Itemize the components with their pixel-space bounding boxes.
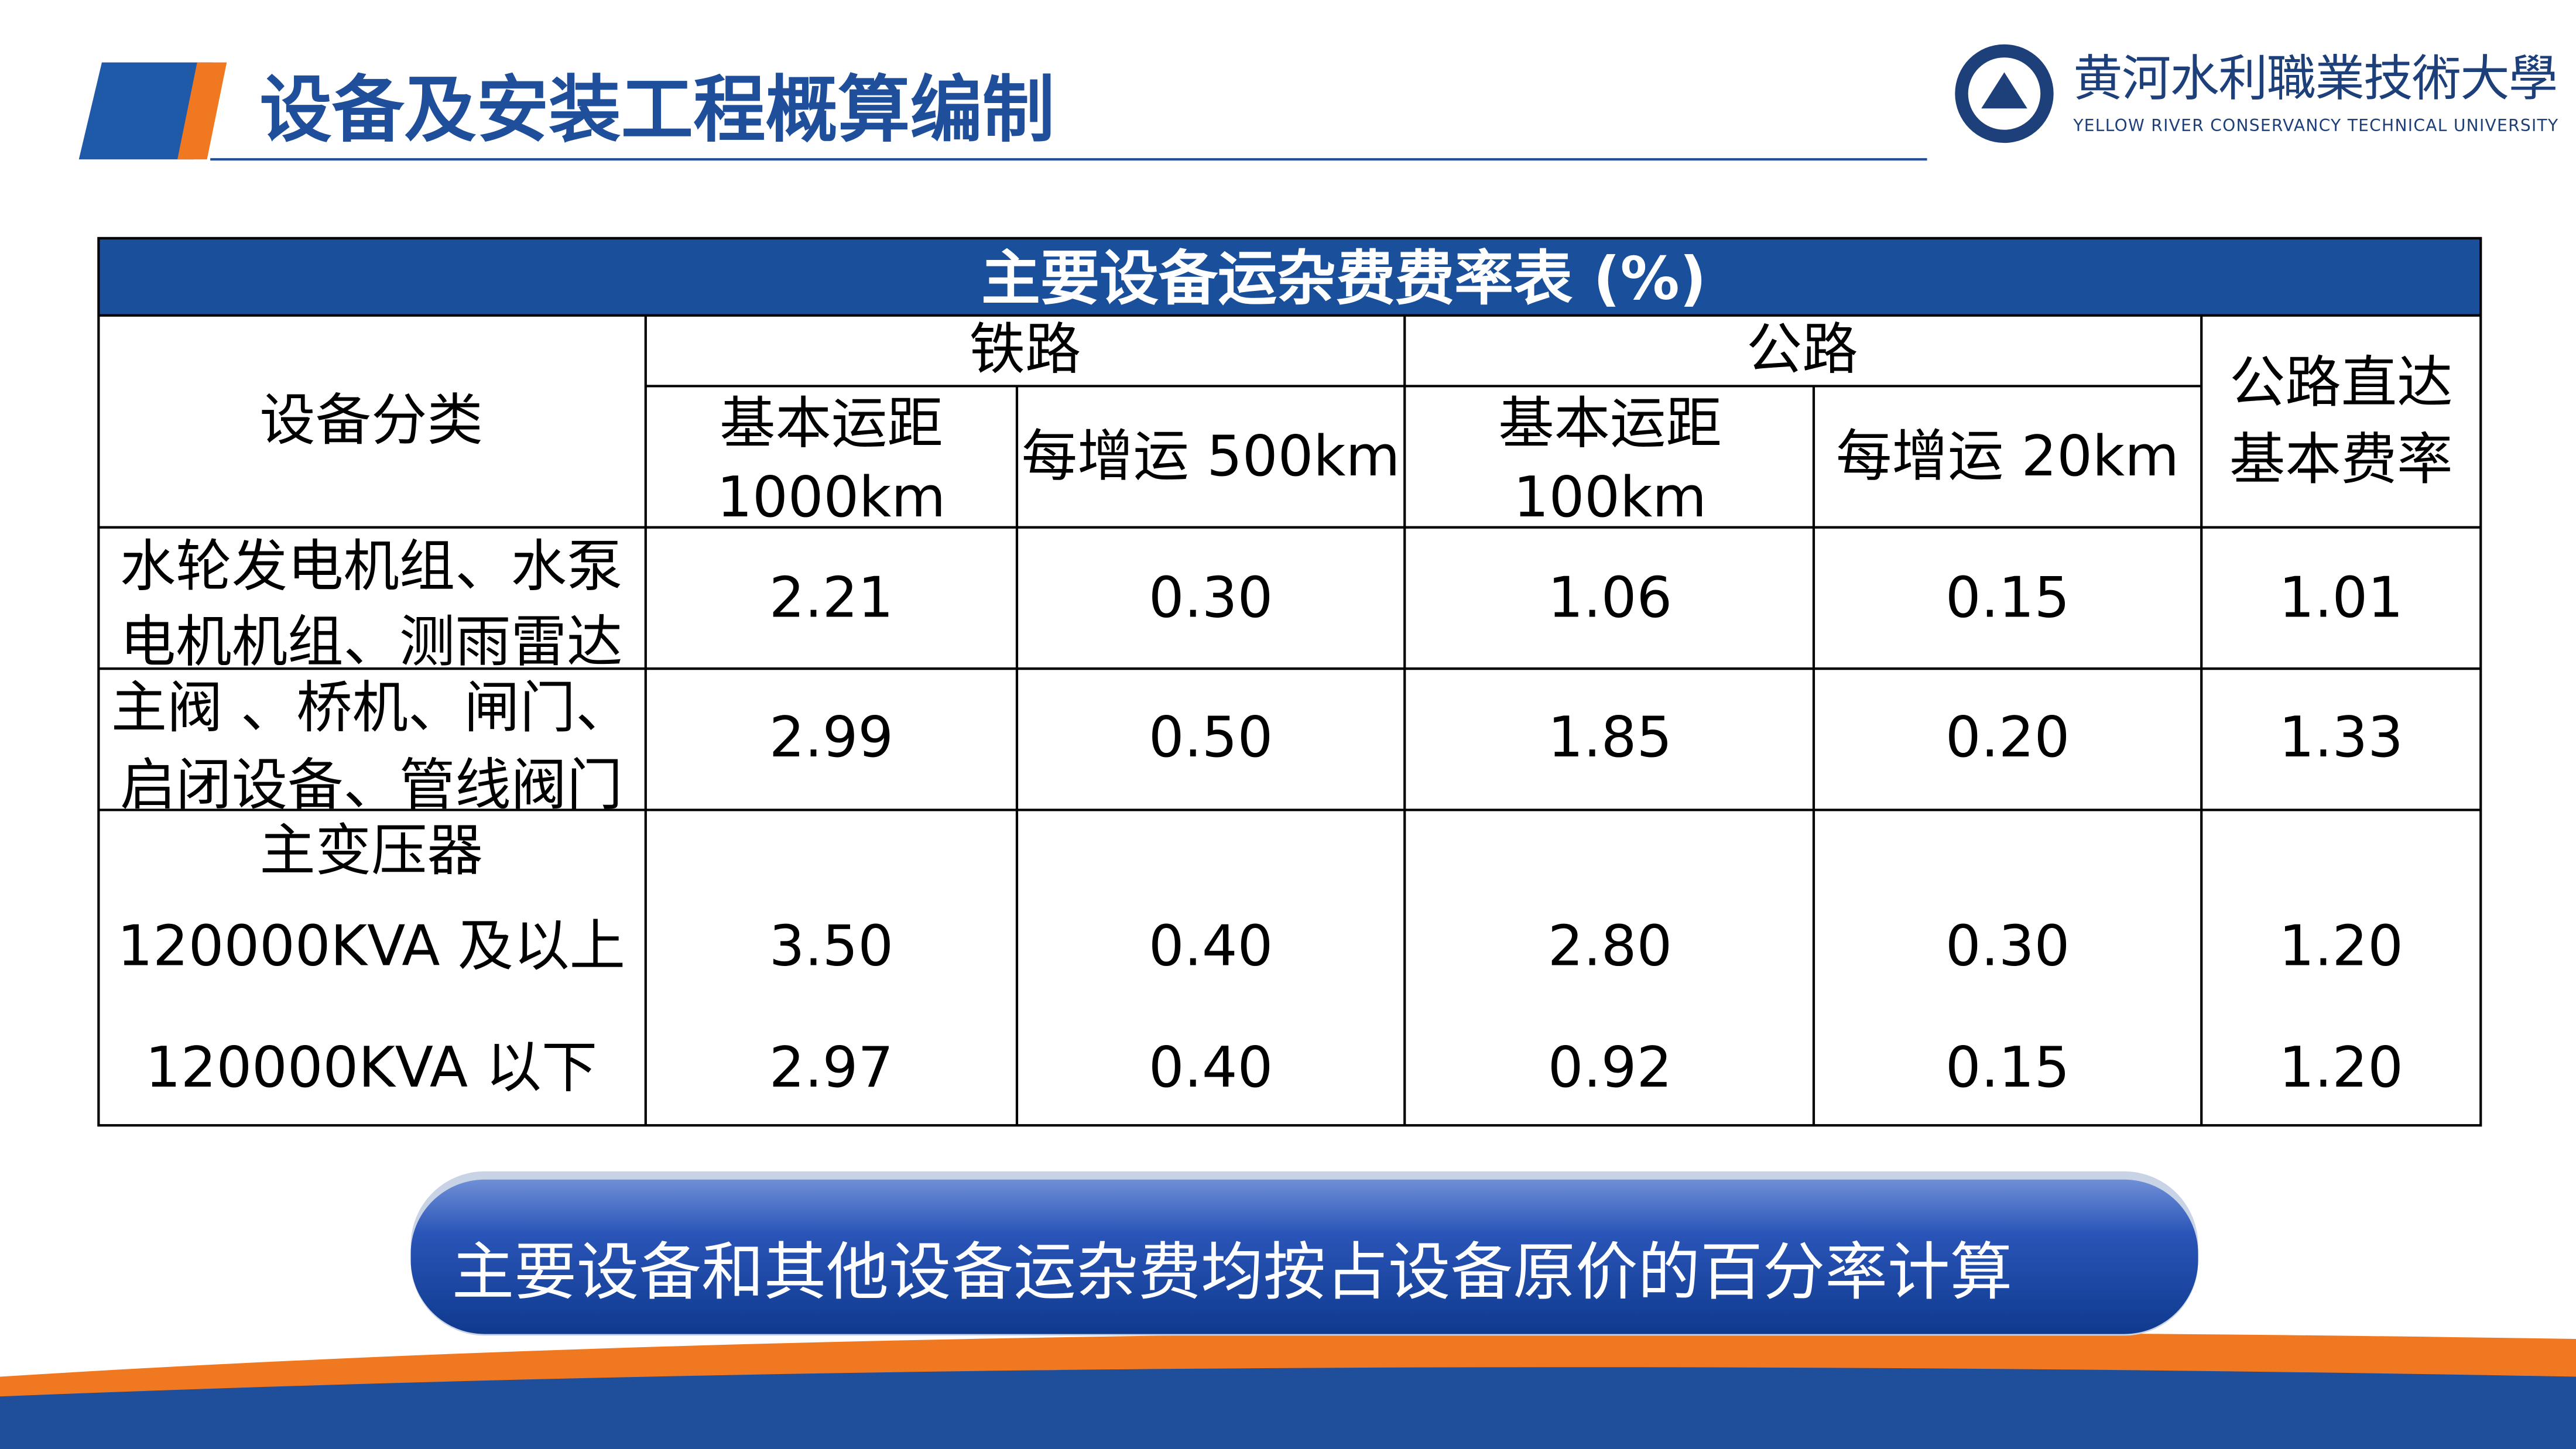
cell-value: 3.50 <box>769 913 893 978</box>
sub-header: 基本运距 <box>1498 391 1722 456</box>
row-label: 120000KVA 以下 <box>145 1035 597 1100</box>
cell-value: 0.92 <box>1548 1035 1672 1100</box>
row-label: 电机机组、测雨雷达 <box>120 609 623 674</box>
row-label: 主变压器 <box>259 818 483 883</box>
cell-value: 0.15 <box>1945 1035 2070 1100</box>
cell-value: 2.21 <box>769 565 893 630</box>
cell-value: 1.20 <box>2279 913 2403 978</box>
cell-value: 2.80 <box>1548 913 1672 978</box>
cell-value: 1.06 <box>1548 565 1672 630</box>
note: 主要设备和其他设备运杂费均按占设备原价的百分率计算 <box>452 1236 2013 1309</box>
table-title-bar <box>98 238 2481 316</box>
university-name-en: YELLOW RIVER CONSERVANCY TECHNICAL UNIVE… <box>2073 116 2558 135</box>
row-label: 主阀 、桥机、闸门、 <box>111 675 632 740</box>
cell-value: 1.33 <box>2279 705 2403 770</box>
cell-value: 0.30 <box>1149 565 1273 630</box>
cell-value: 1.20 <box>2279 1035 2403 1100</box>
header-cell: 基本费率 <box>2229 427 2453 492</box>
table-grid <box>97 237 2482 1127</box>
slide-title: 设备及安装工程概算编制 <box>259 68 1054 152</box>
table-title: 主要设备运杂费费率表 (%) <box>981 244 1707 313</box>
title-deco <box>177 62 227 160</box>
sub-header: 100km <box>1513 465 1707 530</box>
header-cell: 设备分类 <box>259 388 483 453</box>
sub-header: 每增运 20km <box>1836 424 2179 489</box>
cell-value: 0.50 <box>1149 705 1273 770</box>
row-label: 120000KVA 及以上 <box>117 913 625 978</box>
footer-wave <box>0 1367 2576 1449</box>
cell-value: 1.01 <box>2279 565 2403 630</box>
cell-value: 2.99 <box>769 705 893 770</box>
title-deco <box>78 62 214 160</box>
row-label: 水轮发电机组、水泵 <box>120 534 623 599</box>
header-cell: 公路直达 <box>2229 350 2453 415</box>
university-name: 黄河水利職業技術大學 <box>2073 50 2558 107</box>
sub-header: 基本运距 <box>720 391 943 456</box>
cell-value: 0.15 <box>1945 565 2070 630</box>
row-label: 启闭设备、管线阀门 <box>120 752 623 817</box>
sub-header: 每增运 500km <box>1022 424 1400 489</box>
cell-value: 0.30 <box>1945 913 2070 978</box>
cell-value: 0.40 <box>1149 1035 1273 1100</box>
group-header: 铁路 <box>970 317 1081 382</box>
cell-value: 1.85 <box>1548 705 1672 770</box>
group-header: 公路 <box>1746 317 1858 382</box>
cell-value: 2.97 <box>769 1035 893 1100</box>
note-box <box>410 1179 2198 1334</box>
cell-value: 0.20 <box>1945 705 2070 770</box>
logo <box>1981 72 2027 109</box>
cell-value: 0.40 <box>1149 913 1273 978</box>
sub-header: 1000km <box>717 465 946 530</box>
